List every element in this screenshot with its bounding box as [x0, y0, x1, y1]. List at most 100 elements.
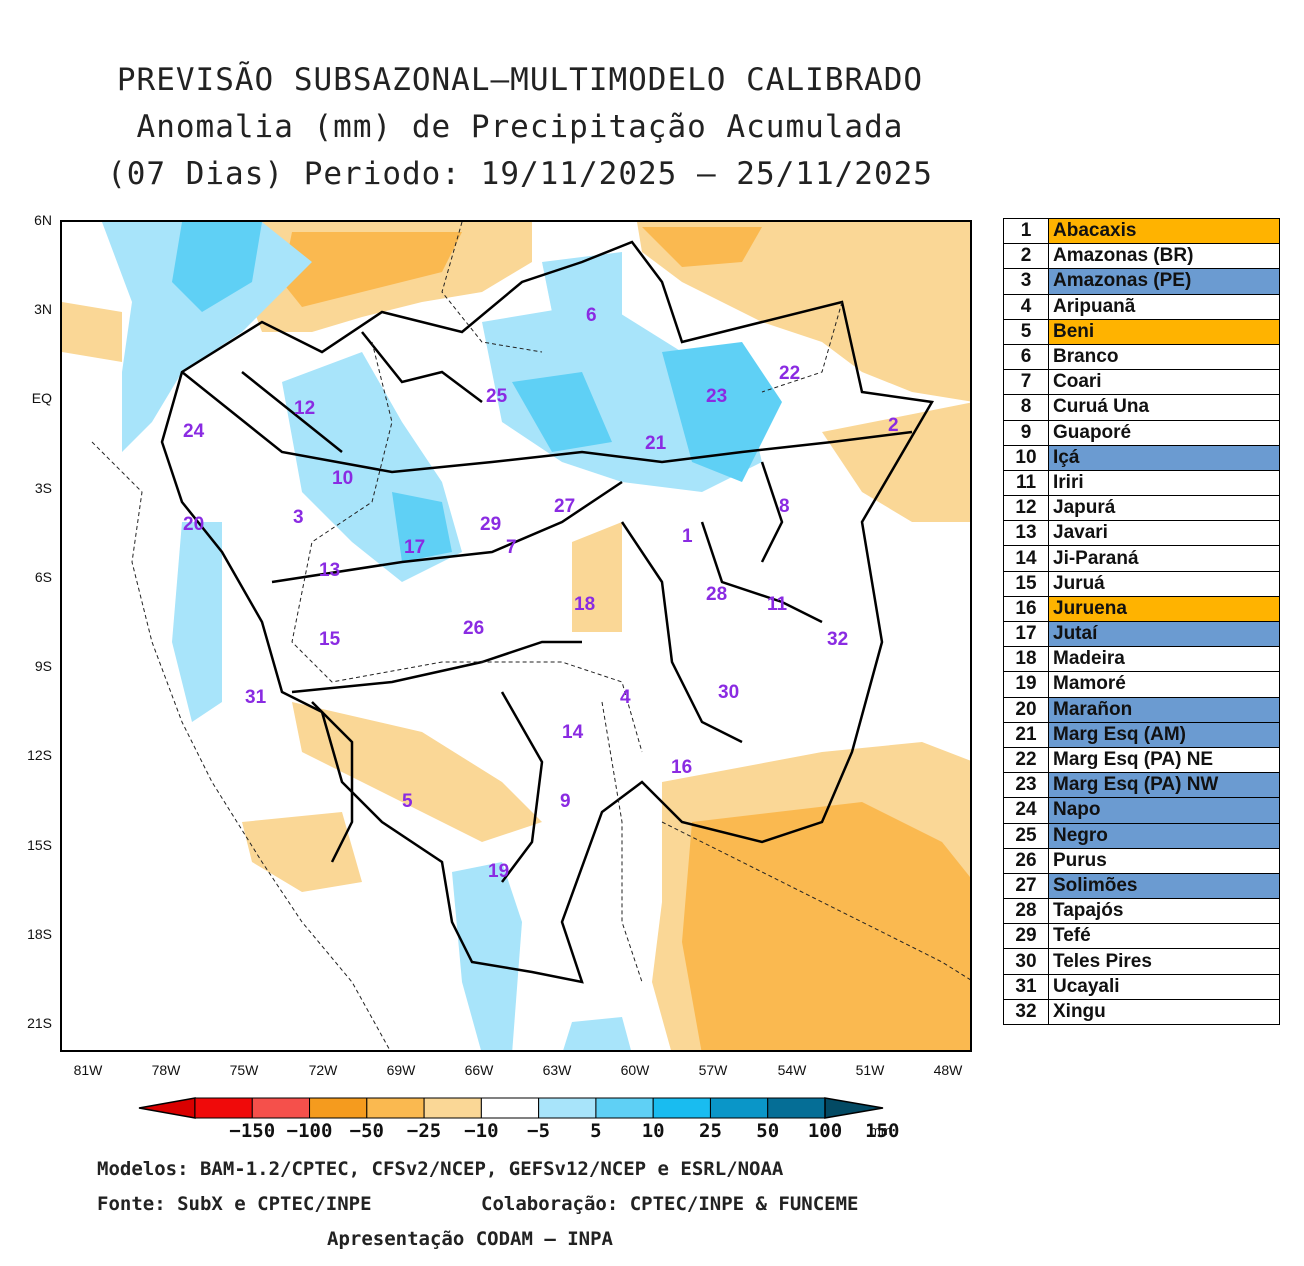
title-line-2: Anomalia (mm) de Precipitação Acumulada: [136, 109, 904, 145]
legend-row-name: Marg Esq (PA) NE: [1048, 746, 1280, 774]
legend-row-name: Xingu: [1048, 998, 1280, 1026]
basin-label-29: 29: [480, 514, 501, 535]
map-svg: 1 2 3 4 5 6 7 8 9 10 11 12 13 14 15 16 1…: [62, 222, 970, 1050]
legend-row: 17 Jutaí: [1003, 620, 1280, 648]
legend-row-name: Negro: [1048, 822, 1280, 849]
colorbar-cells: [194, 1097, 826, 1119]
legend-row: 21 Marg Esq (AM): [1003, 721, 1280, 748]
colorbar-cell: [366, 1097, 425, 1119]
basin-label-7: 7: [506, 537, 517, 558]
legend-row: 9 Guaporé: [1003, 419, 1280, 446]
anomaly-orange-ne-inner: [642, 227, 762, 267]
basin-label-17: 17: [404, 537, 425, 558]
legend-row-name: Teles Pires: [1048, 948, 1280, 975]
colorbar-label: 50: [756, 1120, 780, 1142]
legend-row-number: 22: [1003, 746, 1049, 774]
x-tick: 81W: [73, 1062, 103, 1078]
basin-label-30: 30: [718, 682, 739, 703]
legend-row-number: 10: [1003, 444, 1049, 471]
basin-label-3: 3: [293, 507, 304, 528]
colorbar-label: −25: [406, 1120, 442, 1142]
legend-row-number: 15: [1003, 570, 1049, 597]
legend-row-number: 4: [1003, 293, 1049, 320]
legend-row: 5 Beni: [1003, 318, 1280, 345]
legend-row-number: 16: [1003, 595, 1049, 623]
legend-row-number: 7: [1003, 369, 1049, 396]
legend-row-number: 14: [1003, 545, 1049, 572]
y-tick: EQ: [31, 390, 52, 406]
legend-row-name: Marg Esq (AM): [1048, 721, 1280, 748]
colorbar-cell: [309, 1097, 368, 1119]
title-line-1: PREVISÃO SUBSAZONAL—MULTIMODELO CALIBRAD…: [116, 62, 924, 98]
legend-row: 29 Tefé: [1003, 923, 1280, 950]
legend-row-name: Jutaí: [1048, 620, 1280, 648]
anomaly-orange-south: [292, 702, 542, 842]
basin-label-18: 18: [574, 594, 595, 615]
basin-divide-6: [500, 691, 544, 883]
colorbar-cell: [652, 1097, 711, 1119]
y-tick: 9S: [34, 658, 52, 674]
basin-legend-table: 1 Abacaxis 2 Amazonas (BR) 3 Amazonas (PE) 4 Ar…: [1003, 217, 1280, 1026]
basin-label-2: 2: [888, 415, 899, 436]
basin-label-5: 5: [402, 791, 413, 812]
colorbar-label: 25: [699, 1120, 722, 1142]
legend-row: 19 Mamoré: [1003, 671, 1280, 698]
legend-row-number: 31: [1003, 973, 1049, 1000]
basin-divide-1: [271, 480, 623, 584]
x-tick: 51W: [855, 1062, 885, 1078]
anomaly-orange-madeira: [572, 522, 622, 632]
border-line: [661, 821, 970, 981]
colorbar-label: 10: [641, 1120, 665, 1142]
colorbar-arrow-right: [824, 1097, 884, 1119]
colorbar-unit: mm: [870, 1123, 892, 1138]
footer-source: Fonte: SubX e CPTEC/INPE: [97, 1193, 372, 1215]
anomaly-orange-north-inner: [282, 232, 462, 307]
colorbar-cell: [538, 1097, 597, 1119]
legend-row: 28 Tapajós: [1003, 898, 1280, 925]
country-borders: [91, 222, 970, 1050]
precipitation-anomaly-map: 1 2 3 4 5 6 7 8 9 10 11 12 13 14 15 16 1…: [60, 220, 972, 1052]
legend-row-name: Marañon: [1048, 696, 1280, 723]
basin-label-12: 12: [294, 398, 315, 419]
basin-divide-5: [760, 461, 784, 563]
anomaly-blue-branco: [542, 252, 622, 362]
anomaly-blue-center-inner: [392, 492, 452, 562]
border-line: [291, 341, 643, 753]
legend-row-name: Purus: [1048, 847, 1280, 874]
negative-anomaly-areas: [62, 222, 970, 1050]
colorbar-label: 150: [865, 1120, 900, 1142]
basin-label-4: 4: [620, 687, 631, 708]
legend-row: 30 Teles Pires: [1003, 948, 1280, 975]
legend-row: 32 Xingu: [1003, 998, 1280, 1026]
basin-label-19: 19: [488, 861, 509, 882]
basin-divide-9: [241, 371, 343, 453]
legend-row-number: 27: [1003, 872, 1049, 900]
legend-row-number: 18: [1003, 646, 1049, 673]
legend-row-name: Beni: [1048, 318, 1280, 345]
basin-label-1: 1: [682, 526, 693, 547]
basin-label-11: 11: [767, 594, 788, 615]
legend-row-name: Tefé: [1048, 923, 1280, 950]
legend-row: 27 Solimões: [1003, 872, 1280, 900]
legend-row-number: 12: [1003, 495, 1049, 522]
legend-row-name: Marg Esq (PA) NW: [1048, 772, 1280, 799]
legend-row-number: 29: [1003, 923, 1049, 950]
legend-row-number: 17: [1003, 620, 1049, 648]
legend-row-number: 21: [1003, 721, 1049, 748]
footer-presentation: Apresentação CODAM — INPA: [327, 1228, 613, 1250]
anomaly-blue-northwest-inner: [172, 222, 262, 312]
legend-row-name: Iriri: [1048, 469, 1280, 497]
basin-label-25: 25: [486, 386, 508, 407]
colorbar-label: −150: [229, 1120, 276, 1142]
legend-row-number: 1: [1003, 217, 1049, 245]
colorbar-cell: [595, 1097, 654, 1119]
legend-row-name: Ucayali: [1048, 973, 1280, 1000]
legend-row-name: Solimões: [1048, 872, 1280, 900]
basin-label-28: 28: [706, 584, 727, 605]
legend-row: 7 Coari: [1003, 369, 1280, 396]
x-tick: 60W: [620, 1062, 650, 1078]
legend-row-number: 6: [1003, 343, 1049, 371]
legend-row-name: Napo: [1048, 797, 1280, 824]
legend-row-name: Amazonas (PE): [1048, 268, 1280, 295]
legend-row-number: 11: [1003, 469, 1049, 497]
